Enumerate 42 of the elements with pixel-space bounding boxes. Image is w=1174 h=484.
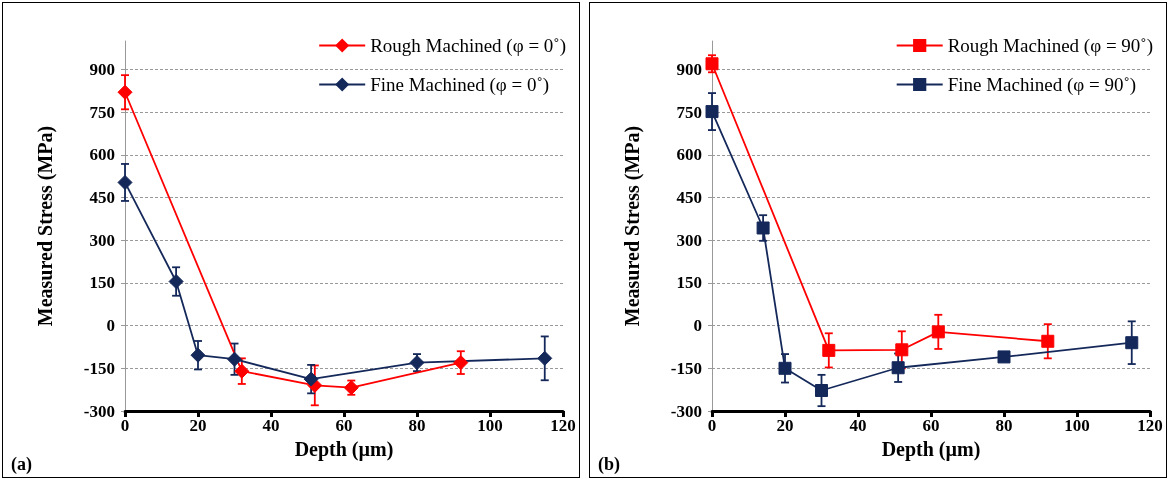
y-tick-label: -300 (83, 401, 115, 421)
y-tick-label: 750 (676, 102, 702, 122)
legend-label: Rough Machined (φ = 0˚) (370, 35, 566, 57)
x-tick-label: 80 (995, 416, 1013, 435)
legend-label: Rough Machined (φ = 90˚) (947, 35, 1153, 57)
y-tick-label: -300 (670, 401, 702, 421)
legend-label: Fine Machined (φ = 90˚) (947, 74, 1137, 96)
y-tick-label: 900 (89, 59, 115, 79)
x-tick-label: 0 (707, 416, 717, 435)
x-tick-label: 20 (189, 416, 207, 435)
x-tick-label: 120 (550, 416, 576, 435)
y-tick-label: -150 (83, 358, 115, 378)
y-tick-label: 150 (676, 273, 702, 293)
x-tick-label: 0 (120, 416, 130, 435)
legend-label: Fine Machined (φ = 0˚) (370, 74, 550, 96)
y-axis-title: Measured Stress (MPa) (621, 125, 644, 327)
x-tick-label: 120 (1137, 416, 1163, 435)
y-tick-label: 0 (106, 316, 115, 336)
x-axis-title: Depth (µm) (881, 437, 981, 461)
x-tick-label: 80 (408, 416, 426, 435)
y-tick-label: 150 (89, 273, 115, 293)
y-tick-label: 600 (89, 145, 115, 165)
y-tick-label: 300 (676, 230, 702, 250)
y-tick-label: 600 (676, 145, 702, 165)
text: (a) (11, 454, 32, 475)
x-tick-label: 20 (776, 416, 794, 435)
y-tick-label: 450 (89, 188, 115, 208)
y-tick-label: 300 (89, 230, 115, 250)
x-tick-label: 100 (1064, 416, 1090, 435)
x-tick-label: 40 (262, 416, 280, 435)
y-tick-label: 450 (676, 188, 702, 208)
y-tick-label: -150 (670, 358, 702, 378)
y-axis-title: Measured Stress (MPa) (34, 125, 57, 327)
x-tick-label: 100 (477, 416, 503, 435)
y-tick-label: 900 (676, 59, 702, 79)
y-tick-label: 0 (693, 316, 702, 336)
x-tick-label: 60 (335, 416, 353, 435)
y-tick-label: 750 (89, 102, 115, 122)
x-tick-label: 60 (922, 416, 940, 435)
x-tick-label: 40 (849, 416, 867, 435)
x-axis-title: Depth (µm) (294, 437, 394, 461)
text: (b) (598, 454, 620, 475)
